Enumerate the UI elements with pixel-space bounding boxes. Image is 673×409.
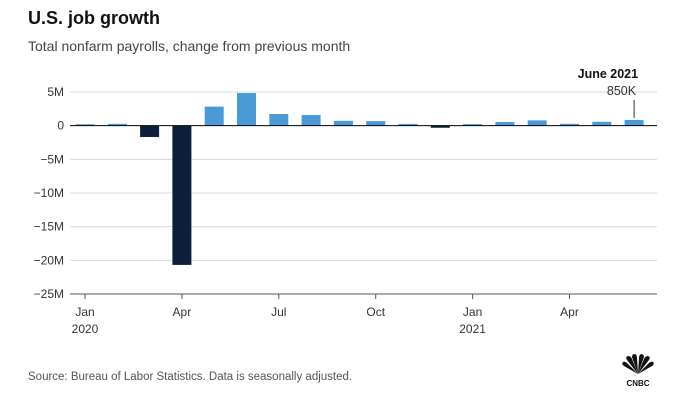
- x-axis-ticks: Jan 2020 Apr Jul Oct Jan 2021 Apr: [72, 294, 579, 336]
- annotation: June 2021 850K: [578, 67, 639, 118]
- bar-2021-05: [592, 121, 612, 126]
- bar-2020-11: [398, 123, 418, 126]
- bar-2021-04: [560, 123, 579, 126]
- bar-2020-12: [430, 125, 450, 128]
- bar-2020-07: [269, 114, 289, 126]
- chart-title: U.S. job growth: [28, 8, 160, 28]
- bar-2020-08: [301, 115, 321, 126]
- bar-2021-06: [624, 119, 644, 126]
- y-axis-ticks: 5M 0 −5M −10M −15M −20M −25M: [34, 85, 65, 301]
- bar-2020-10: [366, 121, 386, 126]
- bar-2020-05: [204, 106, 224, 126]
- bar-2020-01: [75, 124, 95, 126]
- bar-2020-02: [107, 123, 127, 126]
- bar-2021-02: [495, 122, 515, 126]
- x-tick-label: Jan: [75, 305, 94, 319]
- bar-2021-03: [527, 120, 547, 126]
- chart-subtitle: Total nonfarm payrolls, change from prev…: [28, 38, 351, 54]
- source-note: Source: Bureau of Labor Statistics. Data…: [28, 371, 353, 383]
- grid-lines: [70, 91, 657, 295]
- x-tick-label: Apr: [173, 305, 192, 319]
- cnbc-logo: CNBC: [622, 354, 654, 388]
- y-tick-label: −5M: [40, 152, 64, 166]
- x-tick-label: Apr: [560, 305, 579, 319]
- bar-2020-06: [237, 93, 256, 126]
- x-tick-label: Jul: [271, 305, 286, 319]
- x-tick-year: 2020: [72, 322, 99, 336]
- bar-2020-03: [140, 125, 160, 137]
- y-tick-label: −10M: [34, 186, 64, 200]
- y-tick-label: −25M: [34, 287, 64, 301]
- bar-2021-01: [463, 124, 483, 126]
- annotation-label: June 2021: [578, 67, 639, 81]
- bar-2020-09: [333, 120, 353, 126]
- y-tick-label: 5M: [47, 85, 64, 99]
- bar-2020-04: [172, 125, 192, 265]
- x-tick-year: 2021: [459, 322, 486, 336]
- x-tick-label: Jan: [463, 305, 482, 319]
- axes: [70, 125, 657, 295]
- bars: [75, 93, 644, 265]
- x-tick-label: Oct: [366, 305, 385, 319]
- annotation-value: 850K: [607, 84, 637, 98]
- svg-text:CNBC: CNBC: [626, 379, 649, 388]
- y-tick-label: −20M: [34, 253, 64, 267]
- y-tick-label: −15M: [34, 220, 64, 234]
- y-tick-label: 0: [57, 119, 64, 133]
